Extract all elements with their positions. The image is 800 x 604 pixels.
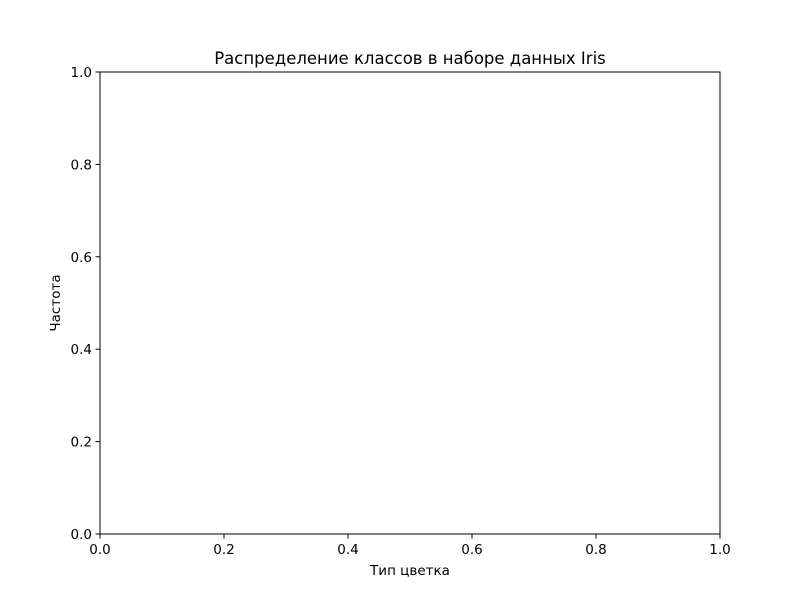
y-tick-label: 0.2 xyxy=(71,435,92,451)
chart-title: Распределение классов в наборе данных Ir… xyxy=(214,49,606,68)
x-tick-label: 1.0 xyxy=(709,542,730,558)
y-tick-label: 1.0 xyxy=(71,65,92,81)
x-tick-label: 0.6 xyxy=(461,542,482,558)
y-tick-label: 0.8 xyxy=(71,157,92,173)
axes-frame xyxy=(99,71,721,535)
y-axis-label: Частота xyxy=(48,274,64,331)
y-tick-label: 0.0 xyxy=(71,527,92,543)
x-tick-label: 0.4 xyxy=(337,542,358,558)
x-tick-label: 0.0 xyxy=(89,542,110,558)
x-tick-label: 0.2 xyxy=(213,542,234,558)
y-axis-ticks: 0.0 0.2 0.4 0.6 0.8 1.0 xyxy=(71,65,100,543)
x-axis-label: Тип цветка xyxy=(369,563,450,579)
y-tick-label: 0.4 xyxy=(71,342,92,358)
x-tick-label: 0.8 xyxy=(585,542,606,558)
x-axis-ticks: 0.0 0.2 0.4 0.6 0.8 1.0 xyxy=(89,534,731,558)
y-tick-label: 0.6 xyxy=(71,250,92,266)
